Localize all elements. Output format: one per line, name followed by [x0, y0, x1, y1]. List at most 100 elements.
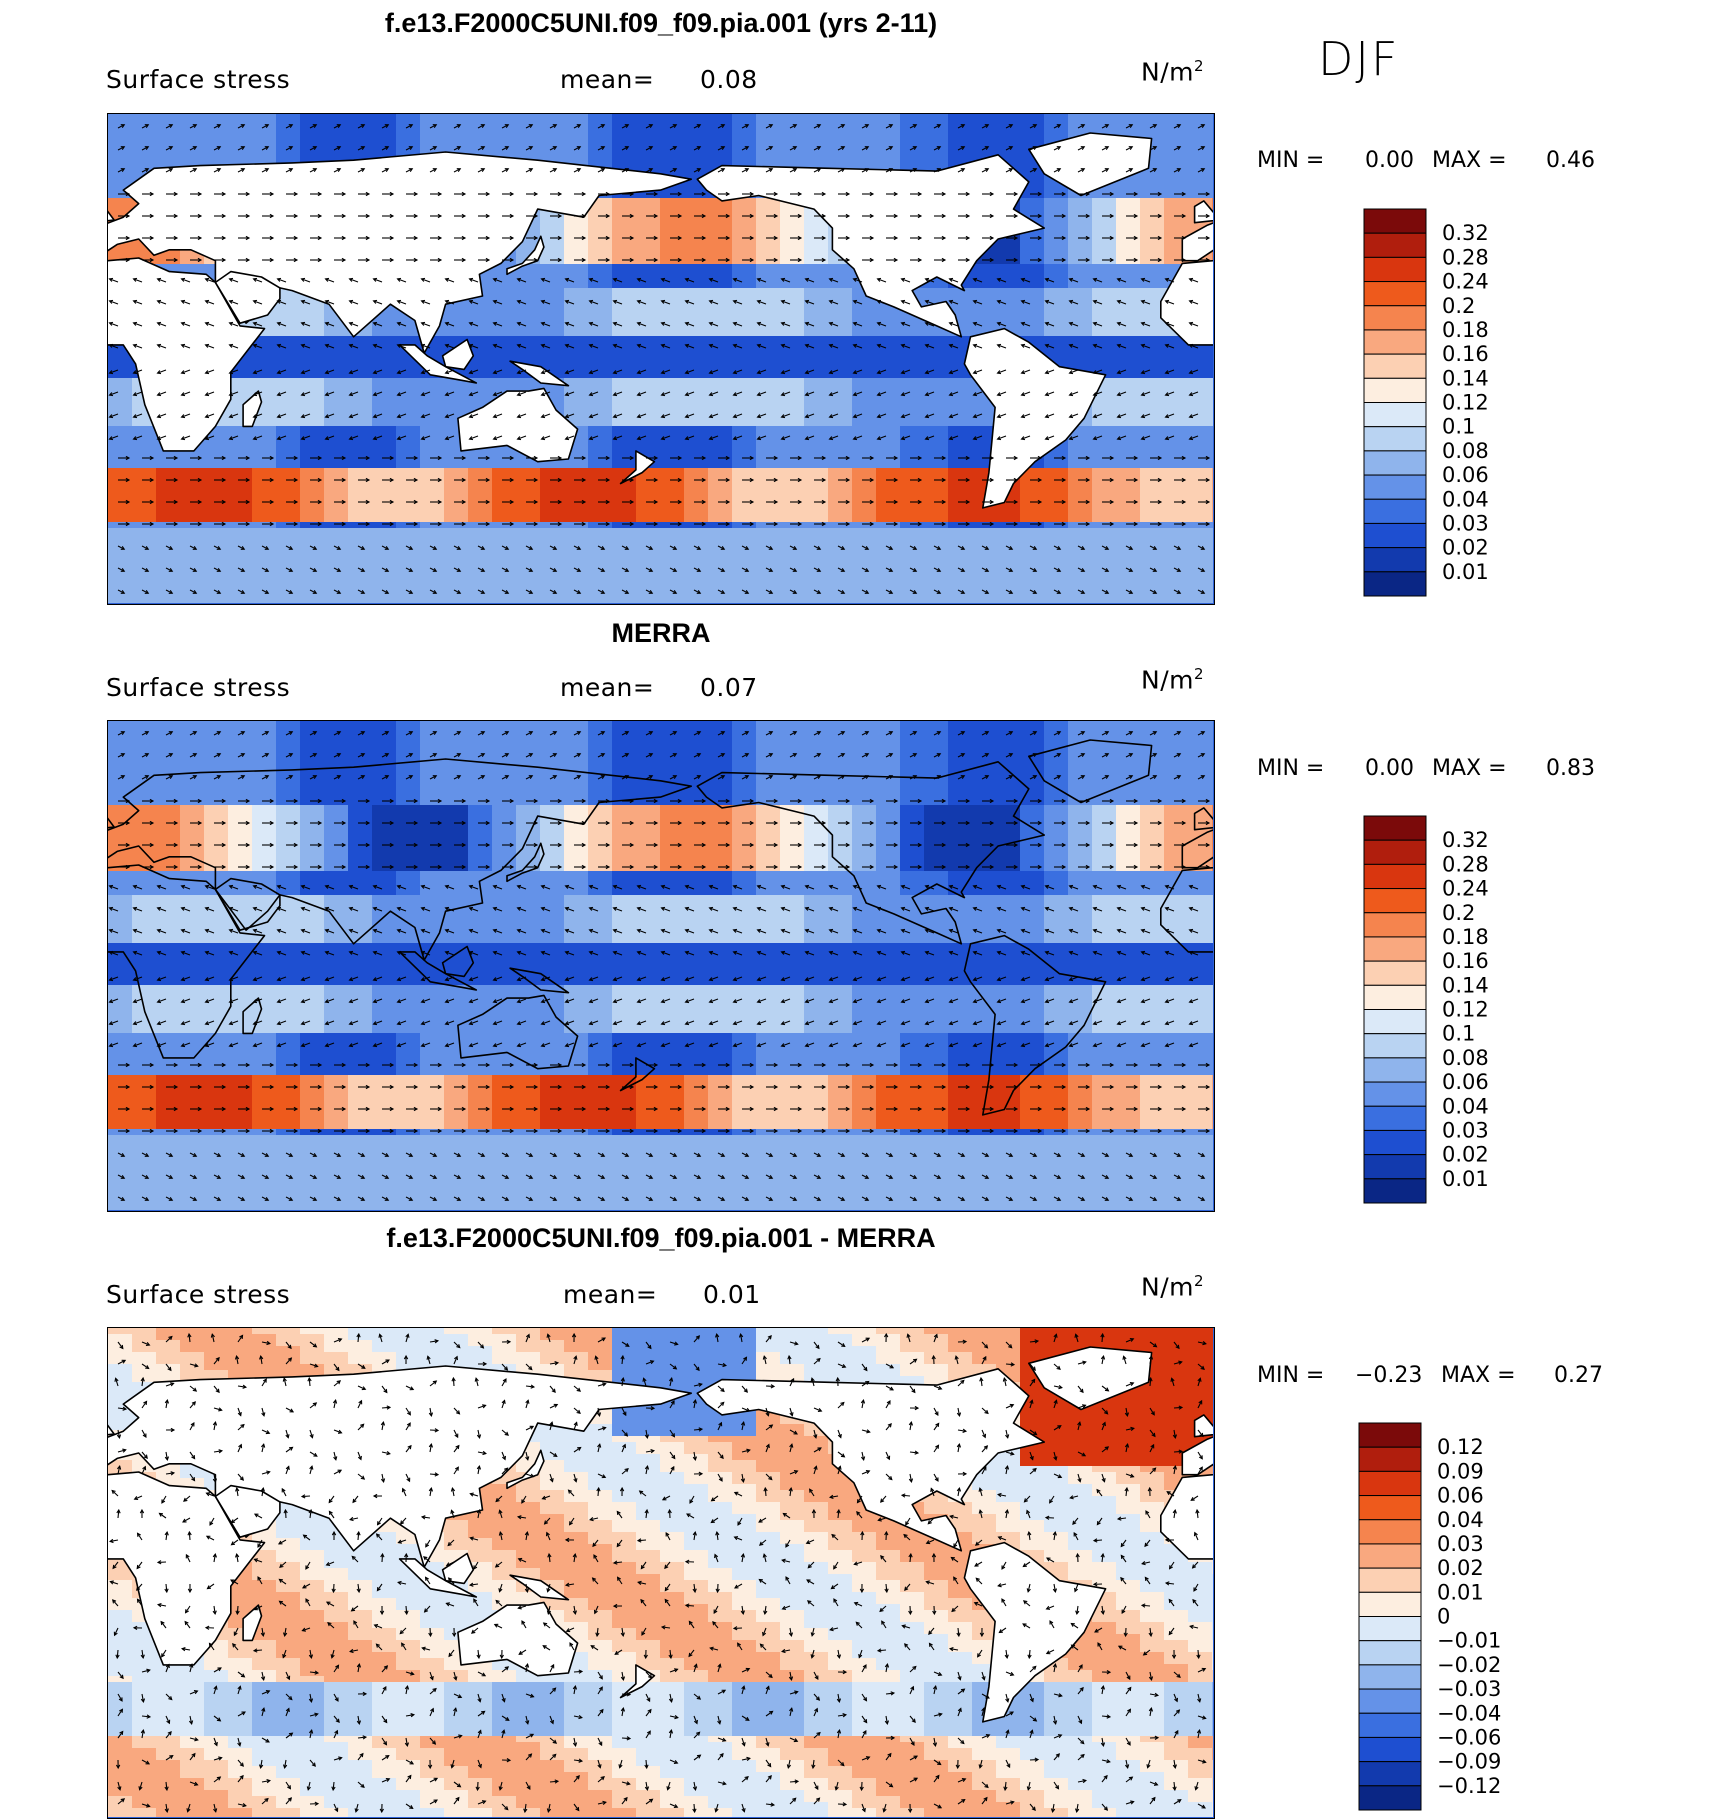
panel-2-colorbar-label: 0.28 — [1442, 852, 1489, 876]
panel-2-colorbar-swatch — [1364, 864, 1426, 888]
panel-2-colorbar-label: 0.02 — [1442, 1143, 1489, 1167]
panel-3-colorbar-swatch — [1359, 1617, 1421, 1641]
panel-2-colorbar-label: 0.08 — [1442, 1046, 1489, 1070]
panel-1-colorbar-swatch — [1364, 427, 1426, 451]
panel-1-title: f.e13.F2000C5UNI.f09_f09.pia.001 (yrs 2-… — [107, 8, 1215, 39]
panel-1-mean-label: mean= — [560, 65, 654, 94]
panel-3-colorbar-swatch — [1359, 1496, 1421, 1520]
panel-3-colorbar-swatch — [1359, 1786, 1421, 1810]
panel-1-colorbar-label: 0.03 — [1442, 511, 1489, 535]
panel-1-colorbar-swatch — [1364, 209, 1426, 233]
panel-2-variable: Surface stress — [106, 673, 290, 702]
panel-2-colorbar-swatch — [1364, 816, 1426, 840]
panel-2-colorbar-swatch — [1364, 1179, 1426, 1203]
panel-2-colorbar-swatch — [1364, 840, 1426, 864]
panel-2-colorbar-label: 0.12 — [1442, 998, 1489, 1022]
panel-1-colorbar-swatch — [1364, 378, 1426, 402]
panel-2-colorbar-swatch — [1364, 1010, 1426, 1034]
panel-3-colorbar-swatch — [1359, 1641, 1421, 1665]
panel-1-colorbar-label: 0.18 — [1442, 318, 1489, 342]
panel-2-colorbar-swatch — [1364, 937, 1426, 961]
panel-1-max-label: MAX = — [1432, 148, 1507, 173]
panel-3-variable: Surface stress — [106, 1280, 290, 1309]
panel-2-colorbar-swatch — [1364, 1130, 1426, 1154]
panel-2-colorbar-swatch — [1364, 961, 1426, 985]
panel-3-colorbar-swatch — [1359, 1520, 1421, 1544]
panel-1-colorbar-swatch — [1364, 403, 1426, 427]
panel-1-map — [107, 113, 1215, 605]
panel-3-colorbar-label: 0.01 — [1437, 1580, 1484, 1604]
panel-2-min-value: 0.00 — [1365, 756, 1414, 781]
panel-2-field-svg — [108, 721, 1213, 1210]
panel-3-colorbar-label: 0.09 — [1437, 1459, 1484, 1483]
panel-3-colorbar-swatch — [1359, 1568, 1421, 1592]
panel-1-colorbar-swatch — [1364, 523, 1426, 547]
panel-3-colorbar-swatch — [1359, 1737, 1421, 1761]
panel-1-colorbar-swatch — [1364, 475, 1426, 499]
panel-3-colorbar-label: 0.06 — [1437, 1484, 1484, 1508]
panel-2-colorbar-label: 0.04 — [1442, 1094, 1489, 1118]
panel-1-min-value: 0.00 — [1365, 148, 1414, 173]
panel-2-colorbar-label: 0.18 — [1442, 925, 1489, 949]
panel-1-colorbar-swatch — [1364, 306, 1426, 330]
panel-3-colorbar-label: −0.09 — [1437, 1750, 1501, 1774]
panel-3-title: f.e13.F2000C5UNI.f09_f09.pia.001 - MERRA — [107, 1223, 1215, 1254]
panel-3-colorbar-label: 0.04 — [1437, 1508, 1484, 1532]
panel-2-colorbar-swatch — [1364, 1155, 1426, 1179]
panel-3-min-label: MIN = — [1257, 1363, 1324, 1388]
panel-2-min-label: MIN = — [1257, 756, 1324, 781]
panel-1-max-value: 0.46 — [1546, 148, 1595, 173]
panel-2-map — [107, 720, 1215, 1212]
panel-2-colorbar-label: 0.1 — [1442, 1022, 1475, 1046]
panel-1-colorbar-swatch — [1364, 282, 1426, 306]
panel-1-mean-value: 0.08 — [700, 65, 758, 94]
panel-2-title: MERRA — [107, 618, 1215, 649]
panel-1-colorbar-label: 0.04 — [1442, 487, 1489, 511]
panel-3-colorbar-swatch — [1359, 1544, 1421, 1568]
panel-1-colorbar-label: 0.16 — [1442, 342, 1489, 366]
panel-2-colorbar-swatch — [1364, 889, 1426, 913]
panel-3-colorbar-swatch — [1359, 1592, 1421, 1616]
panel-2-mean-label: mean= — [560, 673, 654, 702]
panel-1-colorbar-swatch — [1364, 451, 1426, 475]
panel-1-colorbar-label: 0.01 — [1442, 560, 1489, 584]
panel-3-colorbar-label: 0.03 — [1437, 1532, 1484, 1556]
panel-1-colorbar-swatch — [1364, 499, 1426, 523]
panel-3-colorbar-label: −0.12 — [1437, 1774, 1501, 1798]
panel-3-colorbar-label: 0.02 — [1437, 1556, 1484, 1580]
panel-2-colorbar-label: 0.2 — [1442, 901, 1475, 925]
panel-3-map — [107, 1327, 1215, 1819]
panel-3-field-svg — [108, 1328, 1213, 1817]
panel-2-colorbar-label: 0.14 — [1442, 973, 1489, 997]
panel-2-colorbar-swatch — [1364, 913, 1426, 937]
panel-1-colorbar-label: 0.32 — [1442, 221, 1489, 245]
panel-1-colorbar-label: 0.14 — [1442, 366, 1489, 390]
panel-3-colorbar-label: 0.12 — [1437, 1435, 1484, 1459]
panel-2-colorbar-label: 0.16 — [1442, 949, 1489, 973]
panel-1-variable: Surface stress — [106, 65, 290, 94]
panel-3-colorbar-swatch — [1359, 1447, 1421, 1471]
panel-3-colorbar-swatch — [1359, 1713, 1421, 1737]
panel-3-colorbar-swatch — [1359, 1423, 1421, 1447]
panel-2-colorbar-swatch — [1364, 1058, 1426, 1082]
panel-3-colorbar-label: −0.03 — [1437, 1677, 1501, 1701]
panel-3-min-value: −0.23 — [1355, 1363, 1422, 1388]
panel-1-colorbar-swatch — [1364, 548, 1426, 572]
panel-3-colorbar-label: 0 — [1437, 1605, 1450, 1629]
panel-2-shading — [108, 721, 1213, 1210]
panel-1-colorbar-label: 0.1 — [1442, 415, 1475, 439]
panel-3-colorbar-label: −0.02 — [1437, 1653, 1501, 1677]
panel-2-colorbar-label: 0.32 — [1442, 828, 1489, 852]
season-label: DJF — [1318, 32, 1399, 86]
panel-1-colorbar-label: 0.06 — [1442, 463, 1489, 487]
panel-1-colorbar-label: 0.28 — [1442, 245, 1489, 269]
panel-1-colorbar-swatch — [1364, 233, 1426, 257]
panel-2-colorbar-label: 0.06 — [1442, 1070, 1489, 1094]
panel-2-units: N/m2 — [1141, 665, 1204, 694]
panel-2-max-label: MAX = — [1432, 756, 1507, 781]
panel-1-colorbar-label: 0.2 — [1442, 294, 1475, 318]
panel-1-colorbar-label: 0.24 — [1442, 270, 1489, 294]
panel-2-colorbar-swatch — [1364, 1106, 1426, 1130]
